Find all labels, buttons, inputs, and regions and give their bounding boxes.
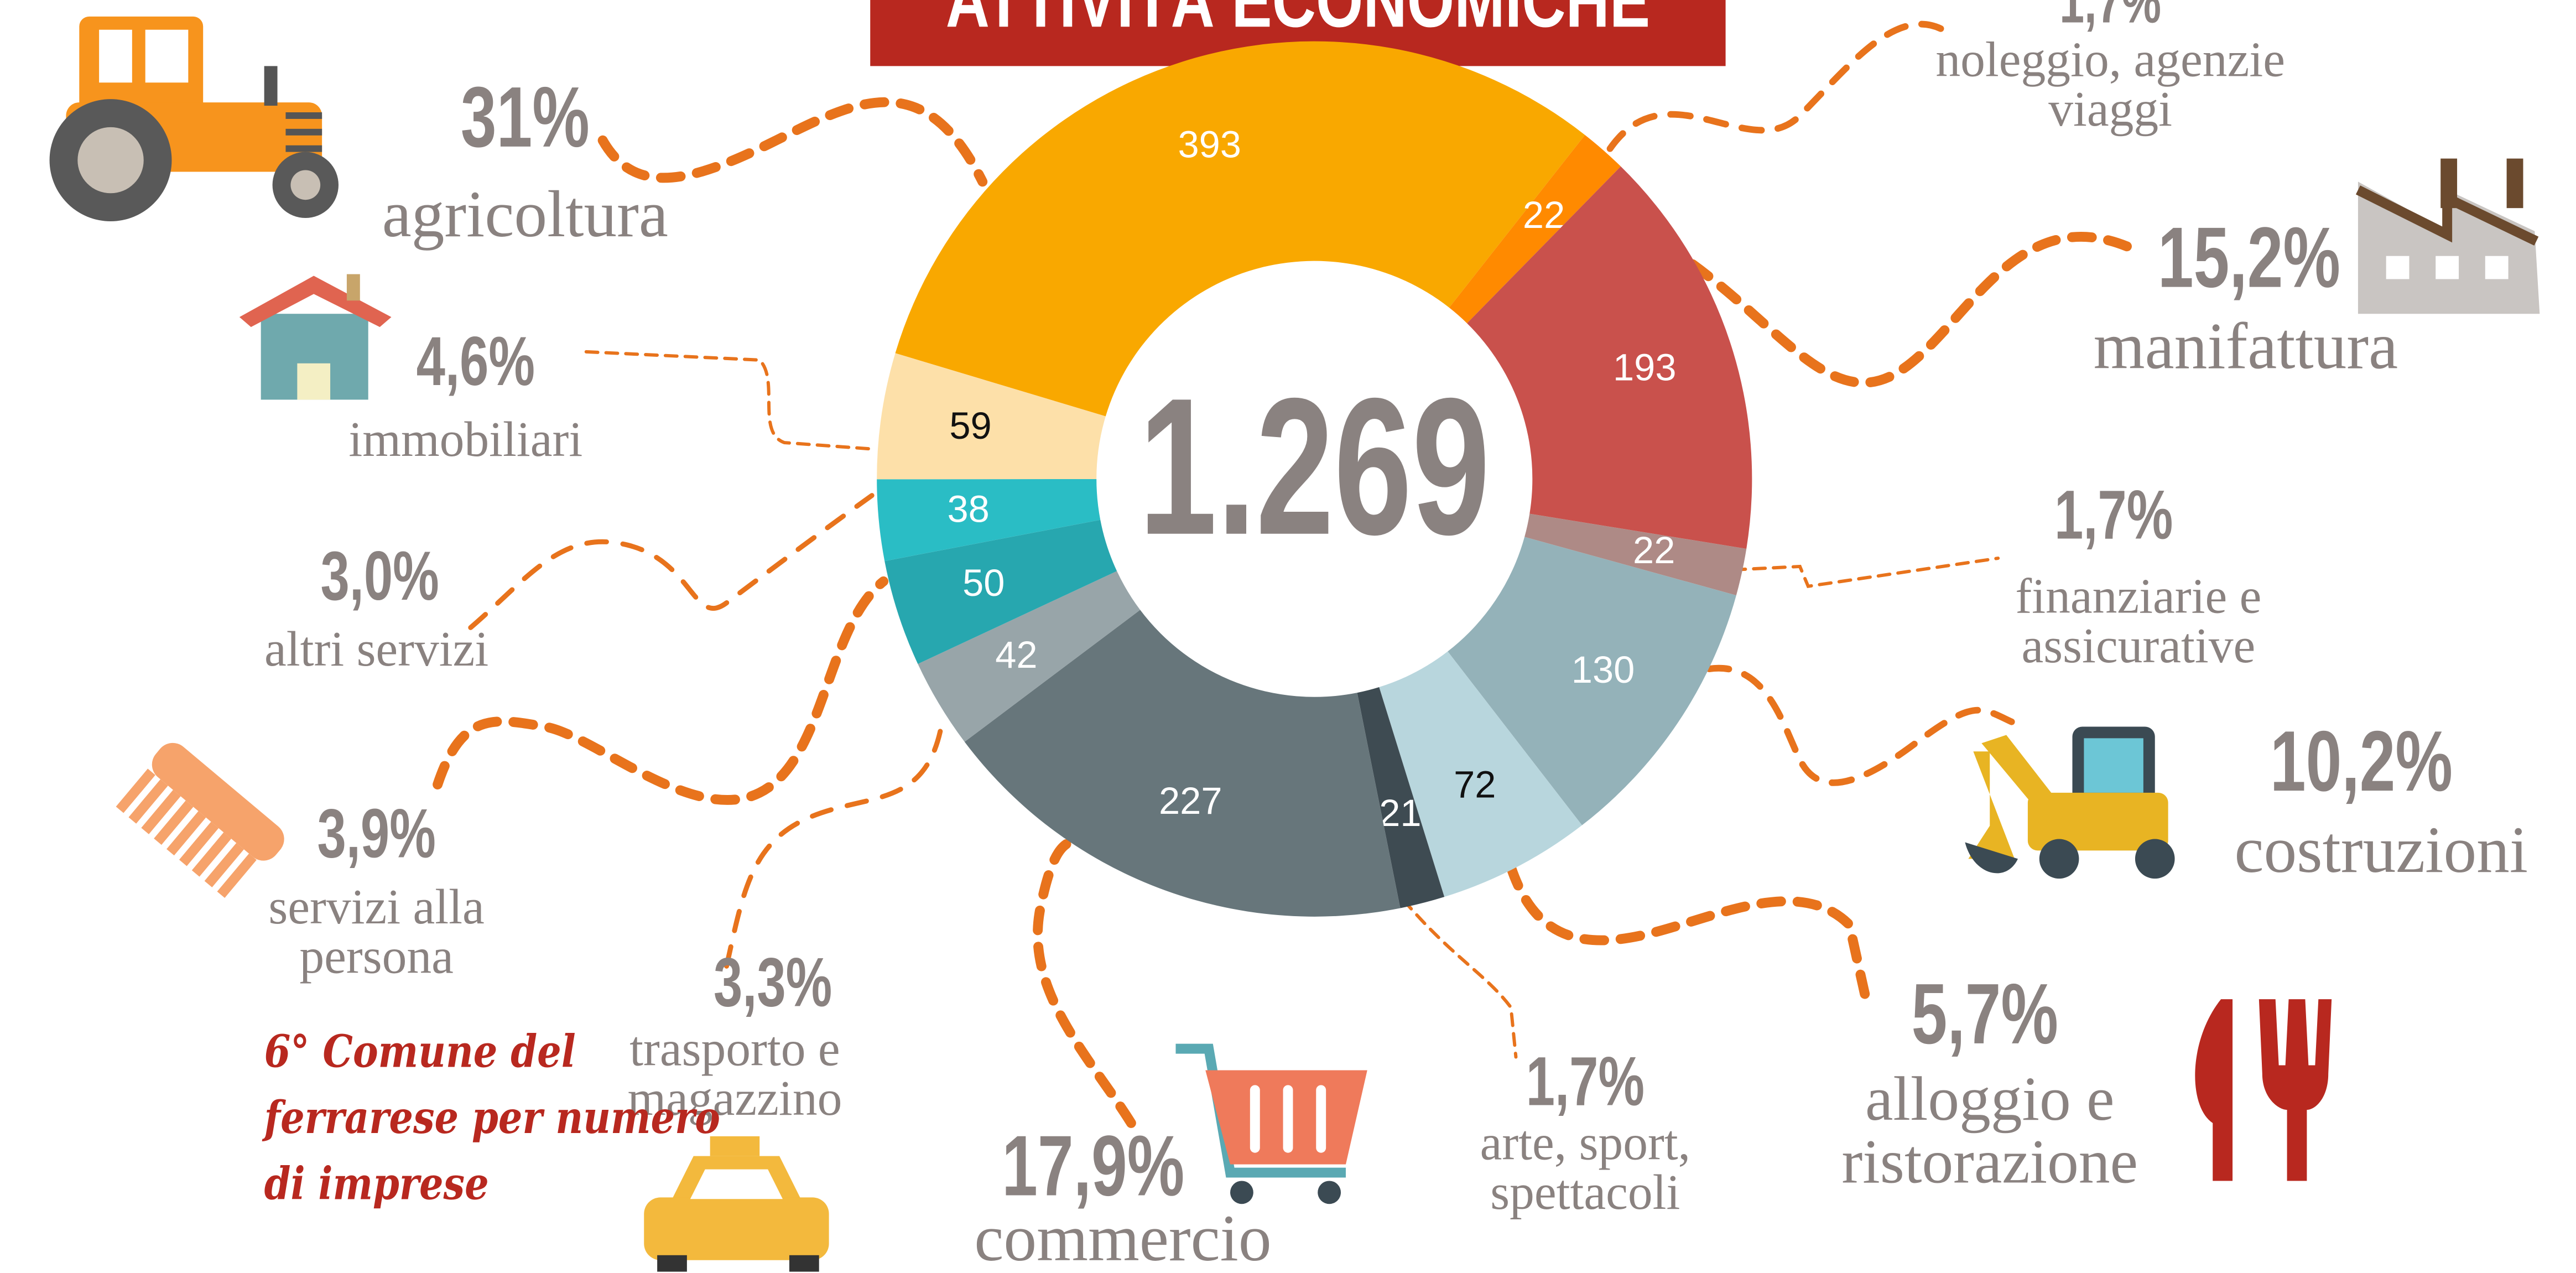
category-label: servizi alla persona [268,880,485,985]
share-label: 10,2% [2270,714,2453,809]
slice-label: 42 [995,633,1037,676]
category-label: immobiliari [348,413,583,467]
leader-lines [433,20,2135,1128]
share-label: 15,2% [2158,210,2340,305]
slice-label: 22 [1633,529,1675,571]
category-label: agricoltura [382,176,668,251]
category-label: commercio [974,1201,1272,1272]
comb-icon [116,742,284,898]
chart-title: ATTIVITÀ ECONOMICHE [946,0,1650,43]
slice-label: 50 [962,562,1005,604]
taxi-icon [644,1136,829,1272]
cutlery-icon [2195,999,2332,1181]
category-label: alloggio e ristorazione [1841,1065,2138,1198]
slice-label: 130 [1571,648,1635,691]
donut-slice [1448,537,1736,825]
donut-slice [1379,651,1583,897]
donut-slice [877,353,1106,480]
donut-slice [1467,166,1752,549]
share-label: 3,3% [714,944,832,1021]
share-label: 1,7% [2054,476,2173,553]
donut-slice [877,479,1101,562]
slice-label: 38 [947,487,989,530]
share-label: 1,7% [2059,0,2161,35]
cart-icon [1175,1043,1367,1204]
share-label: 3,0% [320,538,439,615]
tractor-icon [49,16,339,222]
total-label: 1.269 [1139,358,1490,576]
slice-label: 21 [1379,792,1421,834]
category-label: trasporto e magazzino [627,1022,842,1126]
donut-slice [964,610,1401,917]
donut-slice [1524,513,1747,596]
share-label: 1,7% [1526,1043,1645,1120]
slice-label: 22 [1523,194,1565,236]
share-label: 17,9% [1002,1118,1184,1214]
donut-slice [884,519,1117,664]
slice-label: 59 [949,404,991,447]
donut-slice [895,41,1585,417]
slice-label: 72 [1454,763,1496,806]
category-label: arte, sport, spettacoli [1480,1116,1691,1221]
category-label: altri servizi [264,622,489,677]
slice-label: 227 [1159,780,1222,822]
share-label: 3,9% [317,796,435,872]
donut-slice [918,571,1141,742]
category-label: costruzioni [2234,812,2528,887]
slice-label: 193 [1613,346,1677,389]
category-label: noleggio, agenzie viaggi [1935,33,2285,137]
donut-slice [1449,134,1621,324]
slice-label: 393 [1178,123,1241,166]
donut-slice [1357,687,1445,908]
share-label: 31% [461,70,590,165]
excavator-icon [1965,726,2175,879]
factory-icon [2355,158,2540,314]
share-label: 5,7% [1912,967,2058,1062]
category-label: finanziarie e assicurative [2015,569,2262,674]
house-icon [239,274,392,400]
share-label: 4,6% [417,323,535,400]
category-label: manifattura [2093,309,2398,383]
